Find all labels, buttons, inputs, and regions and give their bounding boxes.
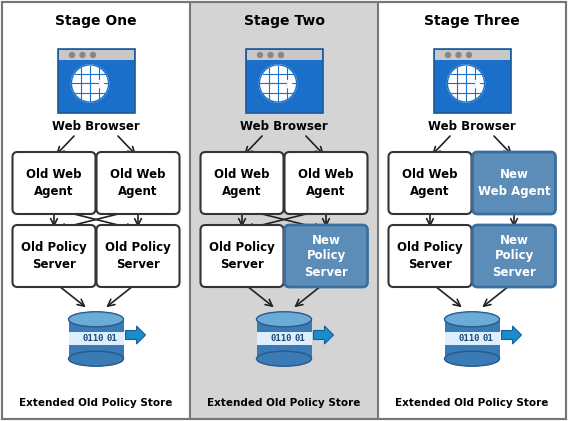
Circle shape xyxy=(90,53,95,57)
FancyBboxPatch shape xyxy=(389,225,471,287)
Bar xyxy=(435,50,509,60)
Text: Old Policy
Server: Old Policy Server xyxy=(397,242,463,271)
Text: Old Web
Agent: Old Web Agent xyxy=(402,168,458,197)
Text: Stage Two: Stage Two xyxy=(244,14,324,28)
Text: Old Web
Agent: Old Web Agent xyxy=(214,168,270,197)
FancyBboxPatch shape xyxy=(12,152,95,214)
Text: 0110: 0110 xyxy=(270,334,292,343)
FancyBboxPatch shape xyxy=(201,152,283,214)
FancyBboxPatch shape xyxy=(245,49,323,113)
Text: Web Browser: Web Browser xyxy=(52,120,140,133)
Text: 0110: 0110 xyxy=(82,334,104,343)
Text: New
Policy
Server: New Policy Server xyxy=(492,234,536,279)
FancyBboxPatch shape xyxy=(201,225,283,287)
Text: Stage One: Stage One xyxy=(55,14,137,28)
Text: 0110: 0110 xyxy=(458,334,480,343)
Text: 01: 01 xyxy=(482,334,493,343)
Bar xyxy=(59,50,133,60)
FancyBboxPatch shape xyxy=(473,225,556,287)
Text: Extended Old Policy Store: Extended Old Policy Store xyxy=(19,398,173,408)
Text: Extended Old Policy Store: Extended Old Policy Store xyxy=(207,398,361,408)
Text: Old Policy
Server: Old Policy Server xyxy=(105,242,171,271)
Circle shape xyxy=(278,53,283,57)
Polygon shape xyxy=(475,80,481,88)
Bar xyxy=(69,332,123,345)
Text: Extended Old Policy Store: Extended Old Policy Store xyxy=(395,398,549,408)
FancyBboxPatch shape xyxy=(57,49,135,113)
Text: 01: 01 xyxy=(294,334,305,343)
Bar xyxy=(69,319,123,359)
Text: Web Browser: Web Browser xyxy=(240,120,328,133)
FancyArrow shape xyxy=(126,326,145,344)
Circle shape xyxy=(257,53,262,57)
Bar xyxy=(247,50,321,60)
Circle shape xyxy=(448,65,485,102)
Circle shape xyxy=(69,53,74,57)
Bar xyxy=(445,332,499,345)
Circle shape xyxy=(445,53,450,57)
FancyBboxPatch shape xyxy=(12,225,95,287)
FancyBboxPatch shape xyxy=(389,152,471,214)
Polygon shape xyxy=(287,80,293,88)
FancyBboxPatch shape xyxy=(285,152,367,214)
FancyBboxPatch shape xyxy=(433,49,511,113)
Text: 01: 01 xyxy=(106,334,117,343)
Ellipse shape xyxy=(257,351,311,366)
Text: New
Web Agent: New Web Agent xyxy=(478,168,550,197)
Ellipse shape xyxy=(69,312,123,327)
Text: Web Browser: Web Browser xyxy=(428,120,516,133)
Text: Old Web
Agent: Old Web Agent xyxy=(26,168,82,197)
FancyBboxPatch shape xyxy=(473,152,556,214)
Text: Old Web
Agent: Old Web Agent xyxy=(298,168,354,197)
Circle shape xyxy=(72,65,108,102)
FancyBboxPatch shape xyxy=(285,225,367,287)
Text: Stage Three: Stage Three xyxy=(424,14,520,28)
Ellipse shape xyxy=(445,312,499,327)
Bar xyxy=(257,332,311,345)
Bar xyxy=(190,2,378,419)
FancyArrow shape xyxy=(502,326,521,344)
FancyBboxPatch shape xyxy=(97,225,179,287)
Ellipse shape xyxy=(445,351,499,366)
Bar xyxy=(257,319,311,359)
Circle shape xyxy=(80,53,85,57)
Circle shape xyxy=(466,53,471,57)
Text: Old Policy
Server: Old Policy Server xyxy=(209,242,275,271)
Bar xyxy=(445,319,499,359)
Circle shape xyxy=(268,53,273,57)
Ellipse shape xyxy=(257,312,311,327)
Text: Old Policy
Server: Old Policy Server xyxy=(21,242,87,271)
Text: Old Web
Agent: Old Web Agent xyxy=(110,168,166,197)
Circle shape xyxy=(260,65,296,102)
Circle shape xyxy=(456,53,461,57)
FancyArrow shape xyxy=(314,326,333,344)
FancyBboxPatch shape xyxy=(97,152,179,214)
Polygon shape xyxy=(99,80,105,88)
Ellipse shape xyxy=(69,351,123,366)
Text: New
Policy
Server: New Policy Server xyxy=(304,234,348,279)
